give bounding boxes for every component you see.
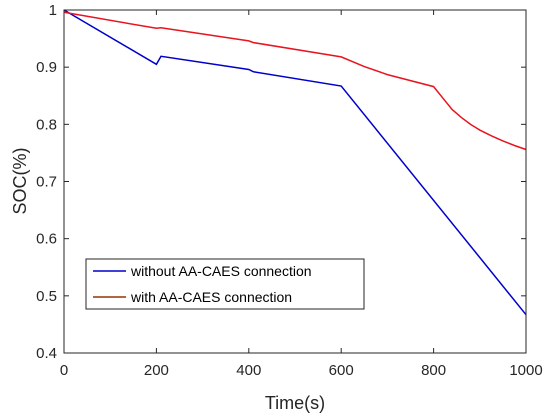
x-tick-label-5: 1000 [509,362,542,379]
legend-label-without: without AA-CAES connection [130,263,312,279]
series-line-0 [63,9,527,316]
series-line-1 [63,11,527,151]
y-tick-label-0: 0.4 [36,345,57,362]
y-tick-label-6: 1 [49,2,57,19]
y-tick-label-2: 0.6 [36,231,57,248]
plot-area: 0 200 400 600 800 1000 0.4 0.5 0.6 0.7 0.8 0.9 1 [36,2,543,379]
x-tick-label-3: 600 [329,362,354,379]
y-tick-label-3: 0.7 [36,174,57,191]
y-tick-label-4: 0.8 [36,116,57,133]
x-tick-label-4: 800 [421,362,446,379]
x-axis-title: Time(s) [265,393,325,413]
y-axis-title: SOC(%) [10,148,30,215]
ticks-group: 0 200 400 600 800 1000 0.4 0.5 0.6 0.7 0.8 0.9 1 [36,2,543,379]
y-tick-label-1: 0.5 [36,288,57,305]
x-tick-label-0: 0 [60,362,68,379]
legend-box [85,258,365,310]
series-group [63,9,527,316]
y-tick-label-5: 0.9 [36,59,57,76]
legend-label-with: with AA-CAES connection [130,289,292,305]
legend: without AA-CAES connection with AA-CAES … [85,258,365,310]
x-tick-label-1: 200 [144,362,169,379]
x-tick-label-2: 400 [236,362,261,379]
